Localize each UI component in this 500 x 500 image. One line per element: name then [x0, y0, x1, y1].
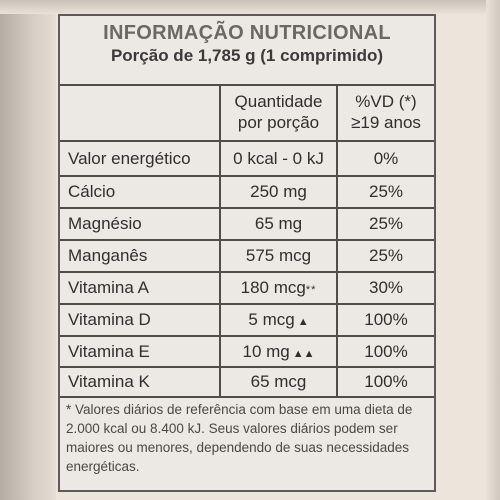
nutrient-name: Vitamina A — [68, 278, 149, 297]
nutrient-quantity: 65 mcg — [221, 367, 336, 397]
nutrient-quantity: 575 mcg — [221, 241, 336, 271]
table-row: Cálcio 250 mg 25% — [60, 177, 434, 207]
header-quantity: Quantidade por porção — [221, 88, 336, 136]
row-divider — [60, 271, 434, 273]
nutrient-name: Vitamina D — [68, 310, 151, 329]
triangle-marker-icon: ▲▲ — [292, 348, 315, 360]
nutrient-dv: 25% — [368, 182, 404, 201]
row-divider — [60, 207, 434, 209]
quantity-value: 65 mg — [254, 214, 303, 233]
footnote-marker: ** — [305, 284, 317, 296]
nutrient-name: Cálcio — [68, 182, 116, 201]
divider — [60, 140, 434, 142]
nutrition-label: INFORMAÇÃO NUTRICIONAL Porção de 1,785 g… — [58, 14, 436, 492]
table-row: Magnésio 65 mg 25% — [60, 209, 434, 239]
background-shadow-top — [0, 0, 500, 14]
header-daily-value: %VD (*) ≥19 anos — [338, 88, 434, 136]
nutrient-quantity: 180 mcg** — [221, 273, 336, 303]
nutrient-dv: 100% — [364, 342, 408, 361]
nutrient-dv: 100% — [364, 310, 408, 329]
header-quantity-line2: por porção — [237, 113, 320, 132]
quantity-value: 5 mcg — [248, 310, 295, 329]
quantity-value: 0 kcal - 0 kJ — [233, 149, 324, 168]
nutrient-quantity: 250 mg — [221, 177, 336, 207]
background-shadow-right — [486, 0, 500, 500]
divider — [60, 84, 434, 86]
quantity-value: 10 mg — [242, 342, 290, 361]
row-divider — [60, 303, 434, 305]
nutrient-name: Vitamina E — [68, 342, 150, 361]
quantity-value: 65 mcg — [250, 372, 307, 391]
nutrient-name: Magnésio — [68, 214, 142, 233]
footnote: * Valores diários de referência com base… — [66, 402, 413, 474]
nutrient-dv: 25% — [368, 246, 404, 265]
row-divider — [60, 239, 434, 241]
nutrient-quantity: 10 mg ▲▲ — [221, 337, 336, 367]
nutrient-quantity: 5 mcg ▲ — [221, 305, 336, 335]
table-row: Vitamina E 10 mg ▲▲ 100% — [60, 337, 434, 367]
table-row: Manganês 575 mcg 25% — [60, 241, 434, 271]
nutrient-quantity: 0 kcal - 0 kJ — [221, 144, 336, 174]
row-divider — [60, 366, 434, 368]
label-title: INFORMAÇÃO NUTRICIONAL — [103, 22, 391, 44]
divider — [60, 396, 434, 398]
row-divider — [60, 175, 434, 177]
nutrient-dv: 0% — [373, 149, 399, 168]
quantity-value: 250 mg — [250, 182, 307, 201]
triangle-marker-icon: ▲ — [297, 316, 309, 328]
row-divider — [60, 335, 434, 337]
quantity-value: 575 mcg — [245, 246, 312, 265]
table-row: Vitamina D 5 mcg ▲ 100% — [60, 305, 434, 335]
nutrient-name: Vitamina K — [68, 372, 150, 391]
quantity-value: 180 mcg — [240, 278, 306, 297]
nutrient-name: Manganês — [68, 246, 148, 265]
column-divider — [336, 86, 338, 396]
nutrient-dv: 100% — [364, 372, 408, 391]
background-shadow — [0, 0, 56, 500]
table-row: Valor energético 0 kcal - 0 kJ 0% — [60, 144, 434, 174]
nutrient-dv: 25% — [368, 214, 404, 233]
column-divider — [219, 86, 221, 396]
table-row: Vitamina K 65 mcg 100% — [60, 367, 434, 397]
header-quantity-line1: Quantidade — [234, 92, 323, 111]
nutrient-name: Valor energético — [68, 149, 191, 168]
nutrient-quantity: 65 mg — [221, 209, 336, 239]
nutrient-dv: 30% — [368, 278, 404, 297]
header-dv-line1: %VD (*) — [355, 92, 417, 111]
serving-size: Porção de 1,785 g (1 comprimido) — [110, 46, 384, 65]
table-row: Vitamina A 180 mcg** 30% — [60, 273, 434, 303]
header-dv-line2: ≥19 anos — [351, 113, 421, 132]
